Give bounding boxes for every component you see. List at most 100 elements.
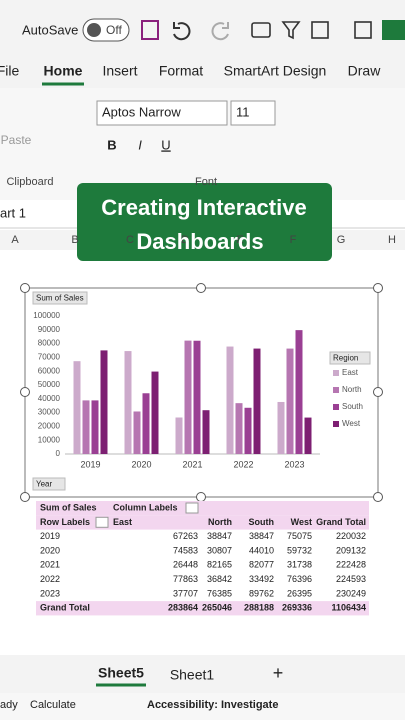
pivot-cell: 59732 bbox=[287, 545, 312, 555]
bar bbox=[100, 350, 108, 454]
bar bbox=[286, 348, 294, 454]
legend-label: South bbox=[342, 402, 363, 411]
resize-handle[interactable] bbox=[373, 492, 383, 502]
resize-handle[interactable] bbox=[373, 283, 383, 293]
resize-handle[interactable] bbox=[20, 283, 30, 293]
ribbon-tab[interactable]: Insert bbox=[102, 63, 137, 79]
column-header: B bbox=[71, 234, 78, 246]
field-button-label: Sum of Sales bbox=[36, 294, 84, 303]
y-tick-label: 90000 bbox=[38, 325, 61, 334]
resize-handle[interactable] bbox=[373, 387, 383, 397]
pivot-cell: 82077 bbox=[249, 560, 274, 570]
pivot-cell: 37707 bbox=[173, 588, 198, 598]
title-bar bbox=[0, 0, 405, 88]
legend-swatch bbox=[333, 387, 339, 393]
pivot-column-labels: Column Labels bbox=[113, 503, 178, 513]
column-header: H bbox=[388, 234, 396, 246]
bar bbox=[91, 400, 99, 454]
resize-handle[interactable] bbox=[20, 387, 30, 397]
bar bbox=[124, 351, 132, 454]
redo-icon[interactable] bbox=[211, 22, 229, 41]
add-sheet[interactable]: + bbox=[273, 663, 284, 683]
ribbon-tab[interactable]: Format bbox=[159, 63, 203, 79]
pivot-cell: 82165 bbox=[207, 560, 232, 570]
bar bbox=[151, 371, 159, 454]
pivot-cell: 74583 bbox=[173, 545, 198, 555]
status-text[interactable]: Accessibility: Investigate bbox=[147, 699, 278, 711]
font-size[interactable]: 11 bbox=[236, 104, 250, 119]
bold-button[interactable]: B bbox=[107, 137, 116, 152]
camera-icon[interactable] bbox=[251, 22, 271, 38]
save-icon[interactable] bbox=[141, 20, 159, 40]
pivot-cell: 44010 bbox=[249, 545, 274, 555]
ribbon-tab[interactable]: File bbox=[0, 63, 19, 79]
pivot-row-total: 230249 bbox=[336, 588, 366, 598]
filter-dropdown[interactable] bbox=[95, 516, 109, 528]
pivot-row-label: 2023 bbox=[40, 588, 60, 598]
column-header: F bbox=[290, 234, 297, 246]
filter-icon[interactable] bbox=[281, 21, 301, 40]
y-tick-label: 0 bbox=[56, 449, 61, 458]
x-tick-label: 2022 bbox=[233, 459, 253, 469]
pivot-cell: 31738 bbox=[287, 560, 312, 570]
column-header: A bbox=[11, 234, 19, 246]
undo-icon[interactable] bbox=[173, 22, 191, 41]
column-header: E bbox=[236, 234, 243, 246]
field-button[interactable] bbox=[32, 291, 88, 305]
name-box[interactable]: art 1 bbox=[0, 205, 26, 220]
field-button[interactable] bbox=[32, 477, 66, 491]
resize-handle[interactable] bbox=[196, 492, 206, 502]
pivot-cell: 89762 bbox=[249, 588, 274, 598]
pivot-total-header: Grand Total bbox=[316, 517, 366, 527]
filter-dropdown[interactable] bbox=[185, 502, 199, 514]
legend-label: West bbox=[342, 419, 361, 428]
toggle-knob bbox=[87, 23, 101, 37]
pivot-cell: 75075 bbox=[287, 531, 312, 541]
bar bbox=[226, 346, 234, 454]
bar bbox=[235, 403, 243, 454]
pivot-cell: 38847 bbox=[249, 531, 274, 541]
ribbon-tab[interactable]: Home bbox=[44, 63, 83, 79]
paste-label[interactable]: Paste bbox=[1, 133, 32, 147]
pivot-cell: 26448 bbox=[173, 560, 198, 570]
bar bbox=[142, 393, 150, 454]
pivot-row-total: 224593 bbox=[336, 574, 366, 584]
status-text[interactable]: Calculate bbox=[30, 699, 76, 711]
sheet-tab[interactable]: Sheet1 bbox=[170, 667, 215, 683]
pivot-band bbox=[36, 501, 369, 516]
resize-handle[interactable] bbox=[20, 492, 30, 502]
pivot-band bbox=[36, 601, 369, 616]
underline-button[interactable]: U bbox=[161, 137, 170, 152]
legend-label: East bbox=[342, 368, 359, 377]
pivot-row-label: 2022 bbox=[40, 574, 60, 584]
sheet-tab[interactable]: Sheet5 bbox=[98, 665, 144, 681]
overlay-title: Dashboards bbox=[136, 229, 263, 254]
italic-button[interactable]: I bbox=[138, 137, 142, 152]
font-name[interactable]: Aptos Narrow bbox=[102, 104, 181, 119]
legend-button[interactable] bbox=[329, 351, 371, 365]
y-tick-label: 30000 bbox=[38, 408, 61, 417]
chart-area[interactable] bbox=[24, 287, 379, 498]
font-box[interactable] bbox=[96, 100, 228, 126]
pivot-cell: 36842 bbox=[207, 574, 232, 584]
ribbon-tab[interactable]: Draw bbox=[348, 63, 382, 79]
resize-handle[interactable] bbox=[196, 283, 206, 293]
y-tick-label: 80000 bbox=[38, 339, 61, 348]
pivot-row-label: 2020 bbox=[40, 545, 60, 555]
pivot-row-total: 209132 bbox=[336, 545, 366, 555]
legend-swatch bbox=[333, 404, 339, 410]
bar bbox=[295, 330, 303, 454]
pivot-row-total: 220032 bbox=[336, 531, 366, 541]
pivot-col-header: South bbox=[249, 517, 275, 527]
x-tick-label: 2021 bbox=[182, 459, 202, 469]
table-icon[interactable] bbox=[354, 21, 372, 39]
y-tick-label: 20000 bbox=[38, 422, 61, 431]
chart-icon[interactable] bbox=[311, 21, 329, 39]
group-label: Font bbox=[195, 176, 217, 188]
ribbon-tab[interactable]: SmartArt Design bbox=[224, 63, 327, 79]
pivot-col-header: North bbox=[208, 517, 232, 527]
pivot-col-header: West bbox=[291, 517, 312, 527]
overlay-box bbox=[77, 183, 332, 261]
share-button[interactable] bbox=[382, 20, 405, 40]
size-box[interactable] bbox=[230, 100, 276, 126]
